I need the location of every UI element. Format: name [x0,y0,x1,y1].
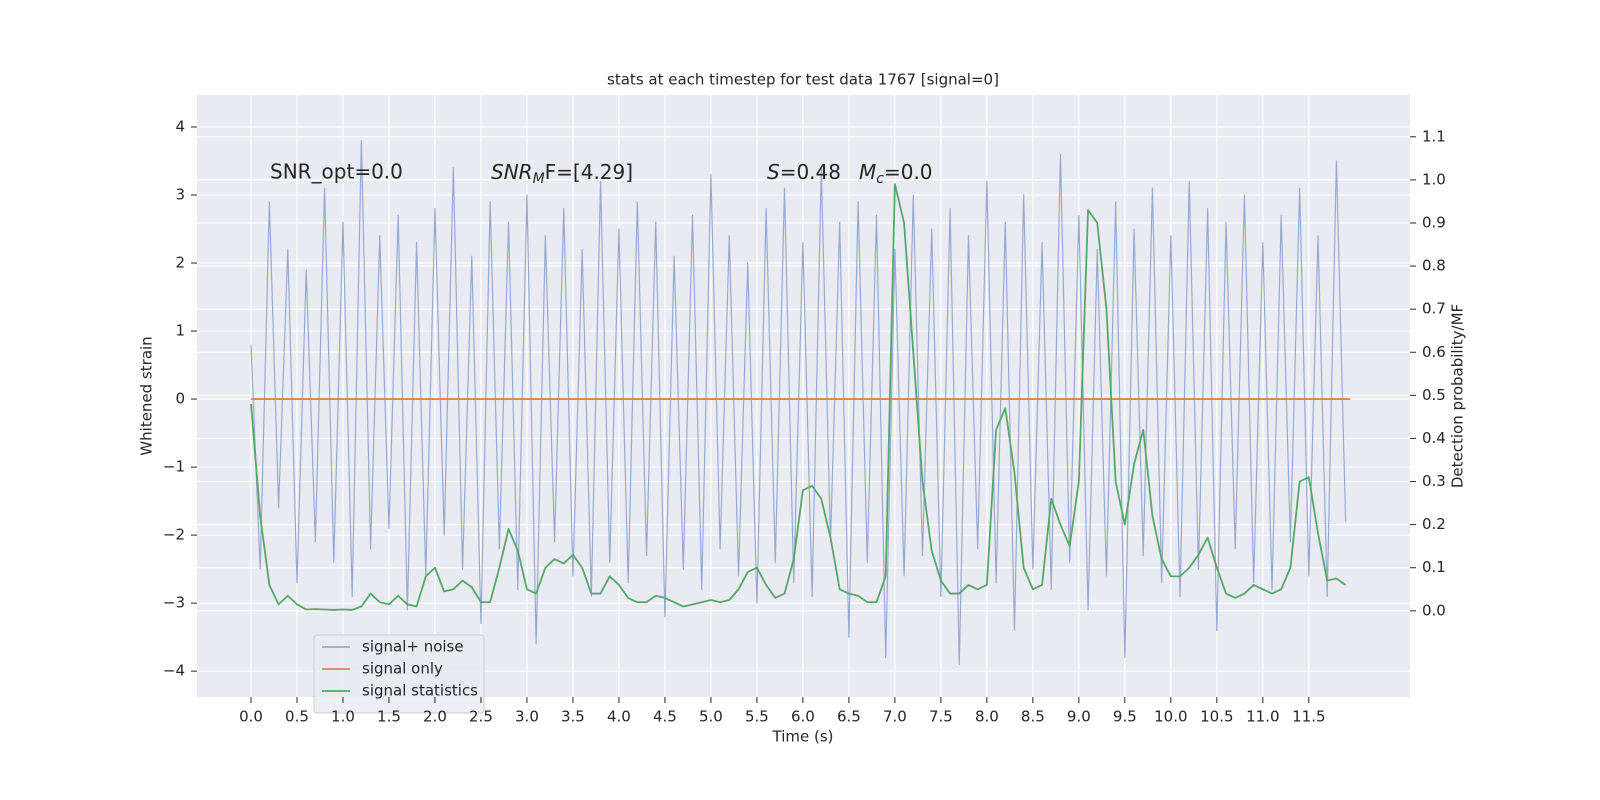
y2-tick-label: 0.0 [1422,601,1446,619]
x-tick-label: 2.0 [423,708,447,726]
annotation-part: M [533,171,545,187]
annotation-part: S [767,160,780,184]
x-tick-label: 6.0 [791,708,815,726]
y2-tick-label: 0.4 [1422,429,1446,447]
x-tick-label: 3.0 [515,708,539,726]
y2-tick-label: 0.9 [1422,213,1446,231]
series-line [250,139,1347,665]
y2-tick-label: 0.1 [1422,558,1446,576]
y-tick-label: 3 [175,185,185,203]
y2-tick-label: 1.0 [1422,170,1446,188]
y2-axis-label: Detection probability/MF [1449,304,1467,488]
y2-tick-label: 0.2 [1422,515,1446,533]
legend-box [313,634,485,714]
x-tick-label: 10.5 [1200,708,1233,726]
series-line [250,183,1347,611]
y-axis-label: Whitened strain [138,336,156,455]
annotation-part: c [876,171,884,187]
y2-tick-label: 1.1 [1422,127,1446,145]
x-tick-label: 4.5 [653,708,677,726]
y-tick-label: −4 [163,662,185,680]
annotation-part: =0.48 [780,160,841,184]
x-tick-label: 2.5 [469,708,493,726]
y2-tick-label: 0.6 [1422,343,1446,361]
y-tick-label: −3 [163,594,185,612]
x-tick-label: 8.0 [975,708,999,726]
x-tick-label: 9.5 [1113,708,1137,726]
annotation-part: M [859,160,876,184]
y2-tick-label: 0.7 [1422,300,1446,318]
y-tick-label: −2 [163,526,185,544]
annotation: SNRMF=[4.29] [491,160,633,188]
x-tick-label: 0.0 [239,708,263,726]
legend-label: signal+ noise [362,638,464,656]
annotation-part: SNR [491,160,533,184]
x-tick-label: 9.0 [1067,708,1091,726]
chart-title: stats at each timestep for test data 176… [607,71,999,89]
annotation: SNR_opt=0.0 [270,160,403,184]
x-tick-label: 11.0 [1246,708,1279,726]
x-tick-label: 7.0 [883,708,907,726]
x-tick-label: 11.5 [1292,708,1325,726]
annotation: S=0.48 [767,160,841,184]
x-tick-label: 6.5 [837,708,861,726]
x-axis-label: Time (s) [772,728,834,746]
y-tick-label: 0 [175,390,185,408]
legend-label: signal only [362,660,443,678]
x-tick-label: 0.5 [285,708,309,726]
annotation-part: =0.0 [884,160,933,184]
x-tick-label: 5.0 [699,708,723,726]
annotation-part: F=[4.29] [545,160,633,184]
y-tick-label: −1 [163,458,185,476]
y2-tick-label: 0.3 [1422,472,1446,490]
x-tick-label: 5.5 [745,708,769,726]
x-tick-label: 10.0 [1154,708,1187,726]
y2-tick-label: 0.5 [1422,386,1446,404]
annotation: Mc=0.0 [859,160,933,188]
legend-label: signal statistics [362,682,478,700]
y2-tick-label: 0.8 [1422,257,1446,275]
x-tick-label: 3.5 [561,708,585,726]
x-tick-label: 4.0 [607,708,631,726]
y-tick-label: 4 [175,117,185,135]
x-tick-label: 1.5 [377,708,401,726]
y-tick-label: 2 [175,254,185,272]
y-tick-label: 1 [175,322,185,340]
x-tick-label: 8.5 [1021,708,1045,726]
x-tick-label: 1.0 [331,708,355,726]
x-tick-label: 7.5 [929,708,953,726]
